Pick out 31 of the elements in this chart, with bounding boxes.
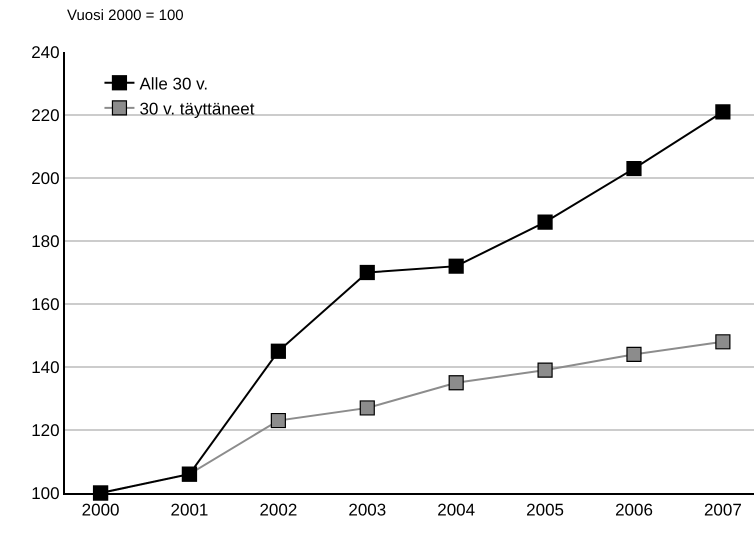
x-tick-label: 2000 [82, 500, 120, 520]
point [715, 104, 730, 120]
y-tick-label: 140 [31, 358, 60, 377]
y-tick-label: 160 [31, 294, 60, 314]
x-tick-label: 2001 [170, 500, 208, 520]
legend-label: Alle 30 v. [139, 74, 208, 94]
point [626, 160, 642, 176]
y-axis-title: Vuosi 2000 = 100 [67, 7, 184, 24]
point [448, 258, 464, 274]
x-tick-label: 2004 [437, 500, 476, 520]
y-tick-label: 120 [31, 420, 60, 440]
y-tick-label: 180 [31, 232, 60, 251]
y-tick-label: 200 [31, 168, 60, 188]
y-tick-label: 240 [31, 42, 60, 62]
point [537, 362, 553, 378]
point [715, 334, 730, 350]
x-tick-label: 2006 [615, 500, 653, 520]
x-tick-label: 2002 [259, 500, 298, 520]
point [448, 375, 464, 390]
point [360, 264, 375, 280]
point [537, 214, 553, 230]
legend-label: 30 v. täyttäneet [139, 100, 255, 119]
point [270, 412, 286, 428]
x-tick-label: 2005 [526, 500, 564, 520]
x-tick-label: 2003 [348, 500, 386, 520]
y-tick-label: 100 [31, 484, 60, 503]
point [360, 400, 375, 416]
x-tick-label: 2007 [704, 500, 742, 520]
point [270, 344, 286, 359]
y-tick-label: 220 [31, 106, 60, 125]
point [626, 346, 642, 362]
